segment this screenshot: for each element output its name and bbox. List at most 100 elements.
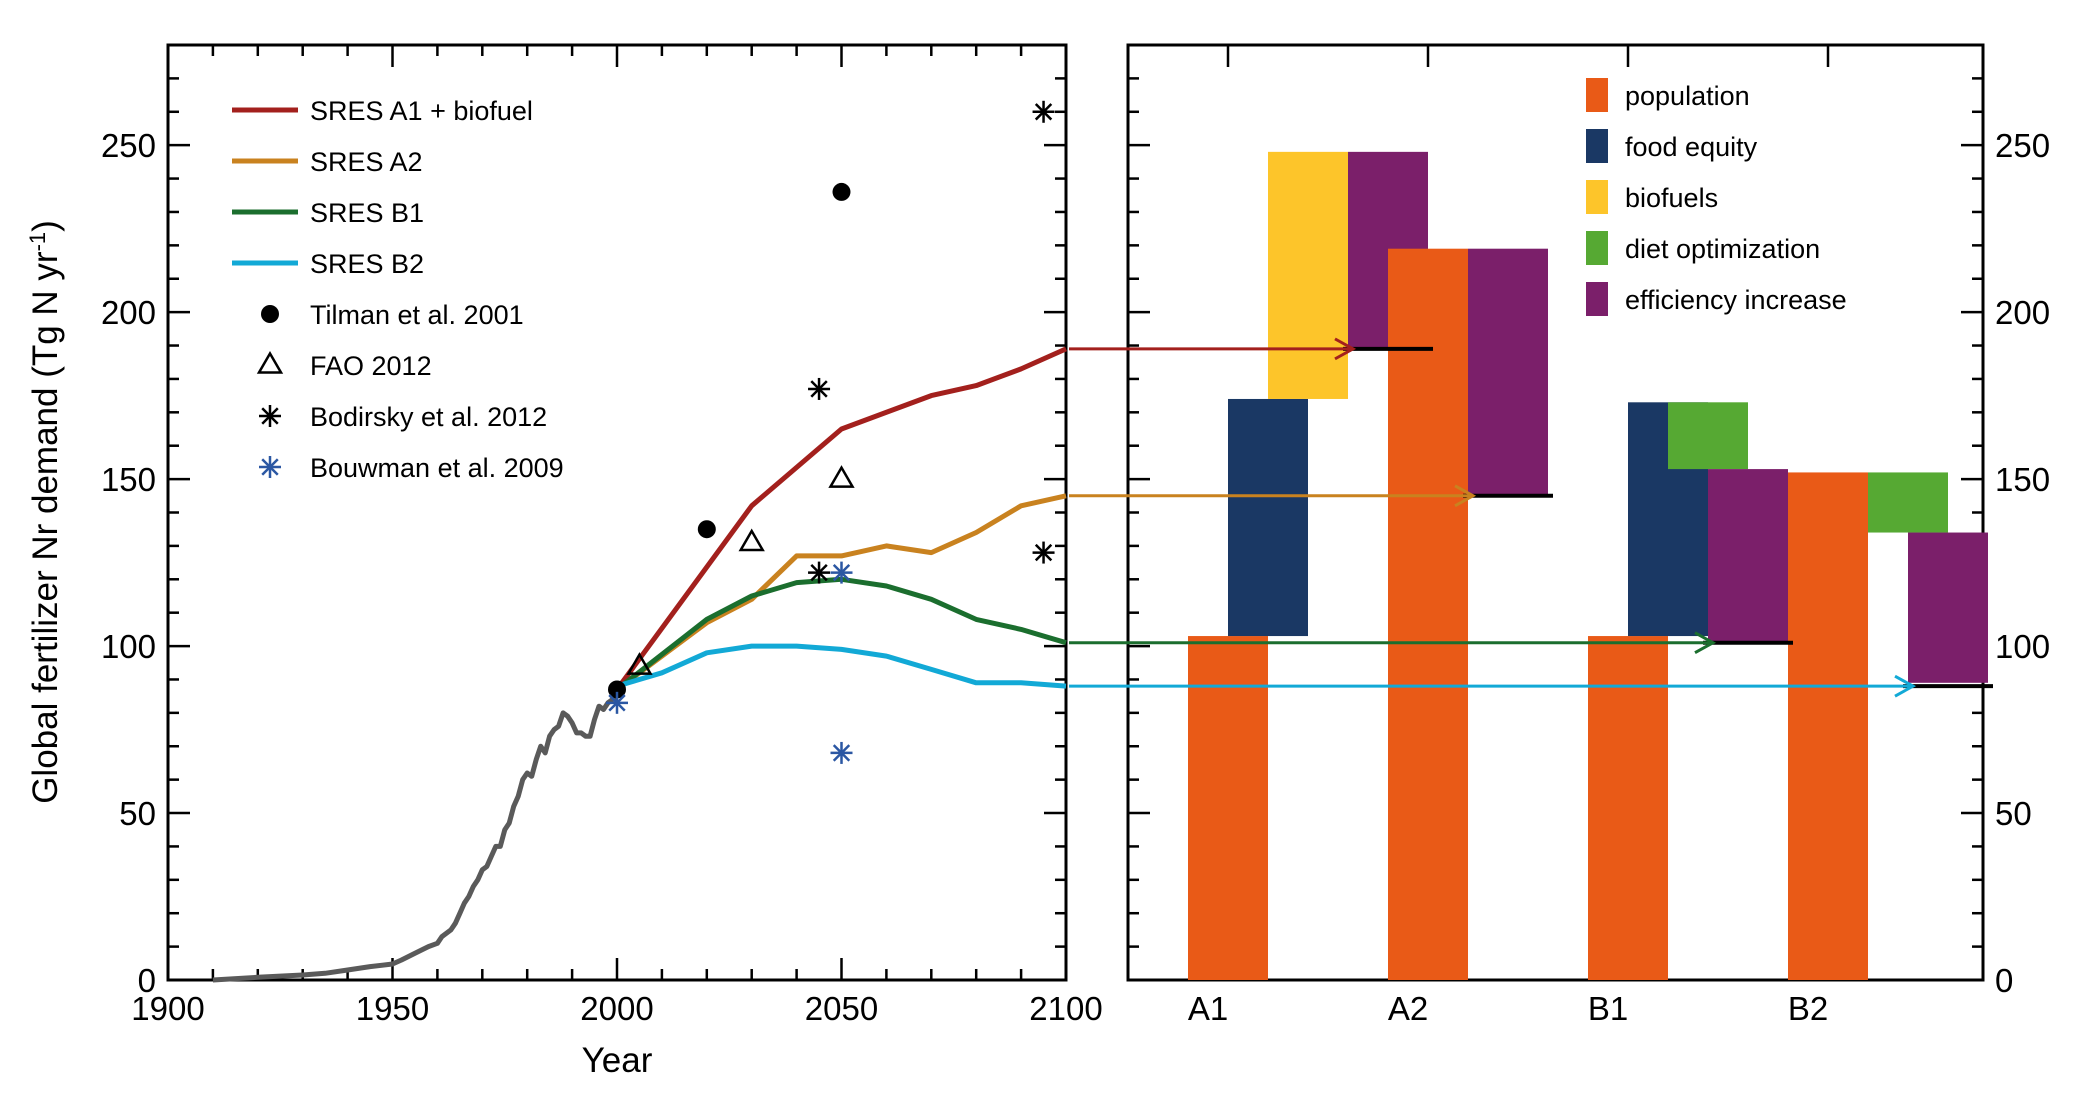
bar-segment-b1-diet-optimization	[1668, 402, 1748, 470]
marker-fao-2012	[738, 528, 765, 552]
left-legend: SRES A1 + biofuel SRES A2 SRES B1 SRES B2 Ti…	[232, 96, 564, 483]
left-line-chart: 1900 1950 2000 2050 2100 0 50 100 150 200 250 SRES…	[25, 43, 1103, 1080]
marker-fao-2012	[828, 465, 855, 488]
marker-bodirsky-et-al-2012-stroke	[1034, 103, 1053, 121]
y-axis-title-close: )	[26, 220, 65, 232]
marker-tilman-et-al-2001	[832, 182, 851, 201]
legend-label: food equity	[1625, 132, 1758, 162]
marker-bouwman-et-al-2009	[830, 561, 853, 584]
right-y-tick-label: 150	[1995, 461, 2050, 498]
category-label: A1	[1188, 990, 1228, 1027]
marker-bodirsky-et-al-2012	[1032, 100, 1055, 123]
scenario-arrows	[1069, 337, 1917, 698]
category-label: B2	[1788, 990, 1828, 1027]
marker-fao-2012	[626, 652, 653, 675]
legend-label: efficiency increase	[1625, 285, 1847, 315]
marker-bouwman-et-al-2009-stroke	[608, 694, 626, 712]
legend-entry-fao-2012: FAO 2012	[256, 351, 432, 381]
bar-segment-a1-population	[1188, 636, 1268, 980]
legend-swatch	[1586, 180, 1608, 214]
series-line-sres-b2	[616, 643, 1067, 689]
legend-label: population	[1625, 81, 1750, 111]
right-y-tick-label: 200	[1995, 294, 2050, 331]
legend-entry-sres-a1-biofuel: SRES A1 + biofuel	[232, 96, 533, 126]
marker-bodirsky-et-al-2012	[808, 377, 831, 400]
left-reference-markers	[606, 100, 1055, 764]
right-y-tick-label: 100	[1995, 628, 2050, 665]
arrow-head	[1694, 631, 1717, 655]
legend-marker-stroke	[261, 458, 279, 476]
right-bar-chart: 0 50 100 150 200 250 A1 A2 B1 B2 population food e…	[1126, 43, 2050, 1027]
legend-entry-sres-b2: SRES B2	[232, 249, 424, 279]
legend-entry-tilman-et-al-2001: Tilman et al. 2001	[261, 300, 524, 330]
legend-entry-biofuels: biofuels	[1586, 180, 1718, 214]
marker-bodirsky-et-al-2012	[808, 561, 831, 584]
bar-segment-a2-population	[1388, 248, 1468, 981]
legend-entry-population: population	[1586, 78, 1750, 112]
marker-bodirsky-et-al-2012-stroke	[1034, 543, 1053, 562]
legend-entry-food-equity: food equity	[1586, 129, 1758, 163]
series-line-sres-a2	[615, 493, 1067, 692]
right-y-tick-label: 0	[1995, 962, 2013, 999]
marker-bouwman-et-al-2009	[830, 741, 853, 764]
bar-segment-b2-population	[1788, 472, 1868, 980]
legend-marker	[261, 305, 279, 323]
y-tick-label: 150	[101, 461, 156, 498]
legend-marker	[259, 456, 281, 478]
x-tick-label: 2000	[580, 990, 653, 1027]
bar-segment-b1-efficiency-increase	[1708, 469, 1788, 643]
legend-label: Bodirsky et al. 2012	[310, 402, 547, 432]
legend-marker	[259, 405, 281, 427]
legend-entry-bouwman-et-al-2009: Bouwman et al. 2009	[259, 453, 564, 483]
legend-label: Bouwman et al. 2009	[310, 453, 564, 483]
y-axis-title: Global fertilizer Nr demand (Tg N yr-1)	[25, 220, 65, 804]
arrow-a1	[1069, 337, 1357, 361]
y-tick-label: 50	[119, 795, 156, 832]
legend-swatch	[1586, 282, 1608, 316]
arrow-head	[1894, 674, 1917, 698]
left-plot-frame	[166, 43, 1068, 982]
arrow-a2	[1069, 484, 1477, 508]
marker-tilman-et-al-2001	[697, 520, 716, 539]
series-line-sres-b1	[615, 576, 1067, 692]
arrow-b2	[1069, 674, 1917, 698]
legend-swatch	[1586, 78, 1608, 112]
marker-bouwman-et-al-2009-stroke	[832, 563, 851, 582]
x-tick-label: 2050	[805, 990, 878, 1027]
x-tick-label: 1950	[356, 990, 429, 1027]
legend-swatch	[1586, 231, 1608, 265]
right-legend: population food equity biofuels diet optimi…	[1586, 78, 1847, 316]
marker-bouwman-et-al-2009-stroke	[832, 744, 851, 762]
category-label: A2	[1388, 990, 1428, 1027]
bar-segment-a2-efficiency-increase	[1468, 248, 1548, 496]
legend-label: FAO 2012	[310, 351, 432, 381]
arrow-head	[1454, 484, 1477, 508]
x-axis-title: Year	[582, 1041, 653, 1080]
legend-marker-stroke	[261, 407, 279, 425]
arrow-b1	[1069, 631, 1717, 655]
legend-label: diet optimization	[1625, 234, 1820, 264]
left-axis-ticks: 1900 1950 2000 2050 2100 0 50 100 150 200 250	[101, 43, 1103, 1027]
series-line-historical	[212, 694, 619, 983]
legend-label: biofuels	[1625, 183, 1718, 213]
bar-segment-b2-efficiency-increase	[1908, 532, 1988, 683]
legend-entry-diet-optimization: diet optimization	[1586, 231, 1820, 265]
bar-segment-b2-diet-optimization	[1868, 472, 1948, 533]
category-label: B1	[1588, 990, 1628, 1027]
marker-bouwman-et-al-2009	[606, 691, 628, 714]
legend-label: SRES A2	[310, 147, 423, 177]
bar-segment-a1-biofuels	[1268, 151, 1348, 399]
x-tick-label: 2100	[1029, 990, 1102, 1027]
legend-entry-sres-a2: SRES A2	[232, 147, 423, 177]
series-line-sres-a1-biofuel	[614, 346, 1068, 691]
y-tick-label: 100	[101, 628, 156, 665]
marker-bodirsky-et-al-2012	[1032, 541, 1055, 564]
legend-entry-sres-b1: SRES B1	[232, 198, 424, 228]
arrow-head	[1334, 337, 1357, 361]
left-series-lines	[212, 346, 1068, 983]
marker-tilman-et-al-2001	[608, 680, 626, 699]
y-tick-label: 200	[101, 294, 156, 331]
legend-entry-bodirsky-et-al-2012: Bodirsky et al. 2012	[259, 402, 547, 432]
legend-label: SRES B2	[310, 249, 424, 279]
